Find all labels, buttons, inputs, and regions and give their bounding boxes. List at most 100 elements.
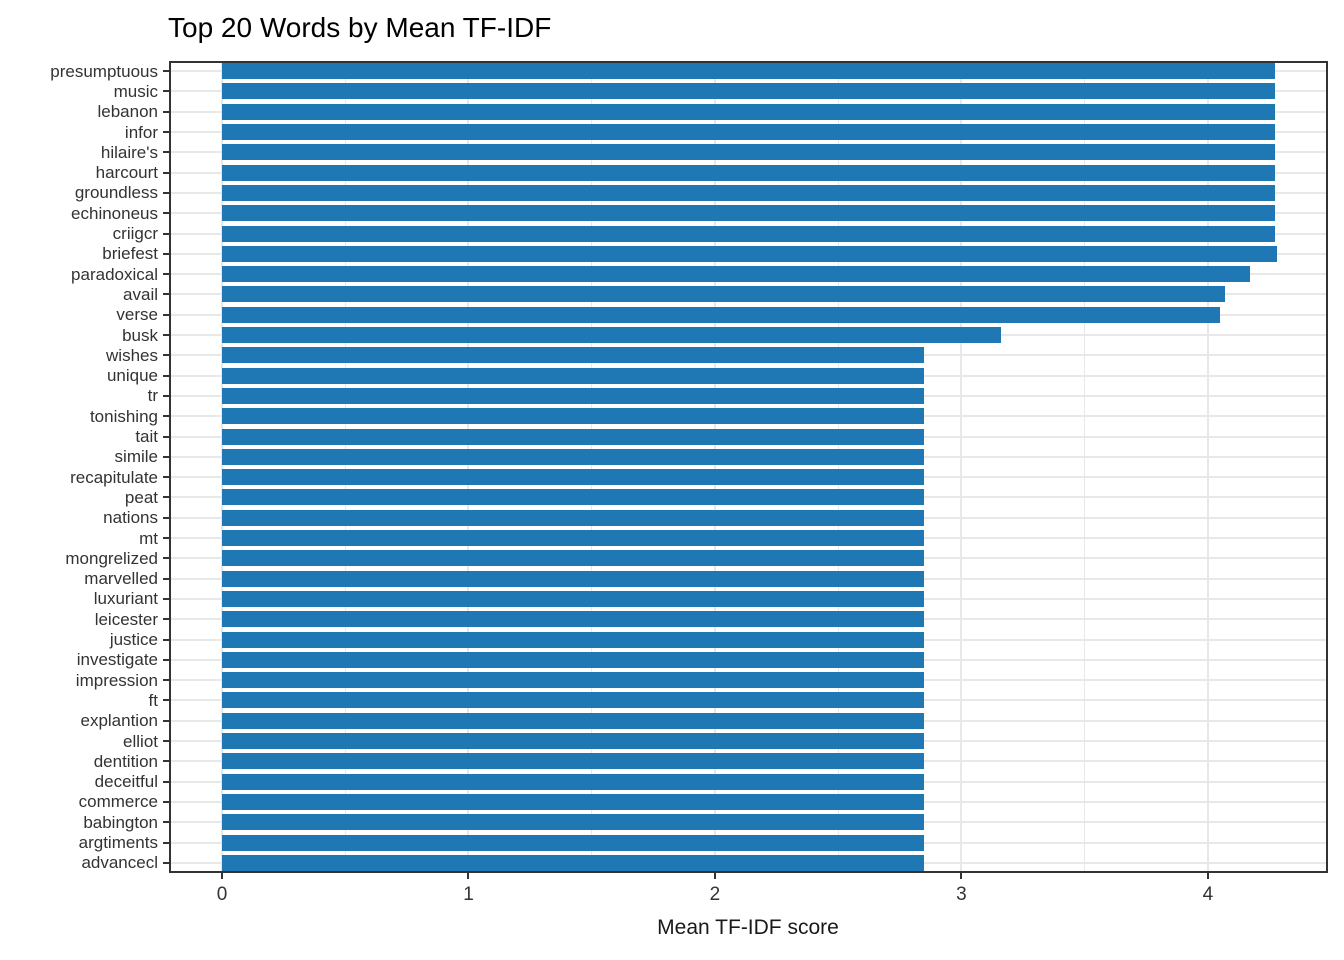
y-tick (163, 415, 169, 418)
bar (221, 184, 1275, 201)
y-tick-label: leicester (94, 609, 158, 629)
bar (221, 367, 925, 384)
y-tick (163, 821, 169, 824)
y-tick (163, 597, 169, 600)
y-tick (163, 516, 169, 519)
y-tick (163, 191, 169, 194)
x-tick-label: 1 (463, 884, 474, 905)
bar (221, 225, 1275, 242)
y-tick-label: tonishing (89, 406, 158, 426)
bar (221, 672, 925, 689)
y-tick (163, 212, 169, 215)
bar (221, 205, 1275, 222)
y-tick-label: wishes (106, 345, 158, 365)
y-tick-label: verse (116, 305, 158, 325)
y-tick (163, 740, 169, 743)
bar (221, 773, 925, 790)
bar (221, 489, 925, 506)
y-tick (163, 638, 169, 641)
bar (221, 469, 925, 486)
y-tick-label: justice (109, 630, 158, 650)
y-tick (163, 780, 169, 783)
y-tick-label: paradoxical (71, 264, 158, 284)
x-tick-label: 0 (216, 884, 228, 905)
y-tick-label: mt (139, 528, 158, 548)
bar (221, 753, 925, 770)
bar (221, 814, 925, 831)
y-tick (163, 90, 169, 93)
y-tick (163, 435, 169, 438)
bar (221, 590, 925, 607)
y-tick-label: commerce (78, 792, 158, 812)
y-tick (163, 151, 169, 154)
y-tick-label: nations (103, 508, 158, 528)
bar (221, 164, 1275, 181)
bar (221, 692, 925, 709)
y-tick-label: argtiments (78, 833, 158, 853)
y-tick (163, 110, 169, 113)
gridline-major-v (960, 61, 963, 873)
y-tick-label: babington (83, 812, 158, 832)
bar (221, 306, 1221, 323)
bar (221, 63, 1275, 80)
y-tick (163, 334, 169, 337)
y-tick (163, 476, 169, 479)
x-tick-label: 2 (709, 884, 721, 905)
y-tick (163, 232, 169, 235)
bar (221, 448, 925, 465)
bar (221, 286, 1226, 303)
bar (221, 103, 1275, 120)
x-tick (467, 873, 470, 879)
bar (221, 144, 1275, 161)
y-tick (163, 273, 169, 276)
y-tick-label: mongrelized (65, 548, 158, 568)
y-tick-label: impression (75, 670, 158, 690)
bar (221, 834, 925, 851)
bar (221, 611, 925, 628)
y-tick (163, 699, 169, 702)
y-tick (163, 394, 169, 397)
y-tick (163, 171, 169, 174)
y-tick (163, 252, 169, 255)
y-tick (163, 557, 169, 560)
x-tick (960, 873, 963, 879)
y-tick-label: lebanon (97, 102, 158, 122)
y-tick-label: dentition (93, 751, 158, 771)
y-tick-label: echinoneus (71, 203, 158, 223)
y-tick-label: recapitulate (70, 467, 158, 487)
bar (221, 712, 925, 729)
y-tick-label: luxuriant (93, 589, 158, 609)
bar (221, 347, 925, 364)
y-tick (163, 313, 169, 316)
bar (221, 124, 1275, 141)
y-tick (163, 618, 169, 621)
bar (221, 509, 925, 526)
gridline-minor-v (1084, 61, 1086, 873)
y-tick-label: music (113, 81, 158, 101)
y-tick-label: presumptuous (50, 61, 158, 81)
chart-title: Top 20 Words by Mean TF-IDF (168, 12, 552, 43)
y-tick-label: deceitful (94, 772, 158, 792)
y-tick (163, 800, 169, 803)
gridline-major-v (220, 61, 223, 873)
bar (221, 428, 925, 445)
plot-panel (169, 61, 1328, 873)
x-tick (713, 873, 716, 879)
bar (221, 530, 925, 547)
bar (221, 266, 1250, 283)
y-tick-label: groundless (74, 183, 158, 203)
y-tick-label: advancecl (81, 853, 158, 873)
gridline-major-v (713, 61, 716, 873)
gridline-minor-v (344, 61, 346, 873)
y-tick-label: briefest (102, 244, 158, 264)
bar (221, 245, 1277, 262)
y-tick-label: tait (135, 427, 158, 447)
y-tick-label: infor (124, 122, 158, 142)
bar (221, 854, 925, 871)
y-tick (163, 70, 169, 73)
y-tick (163, 354, 169, 357)
bar (221, 733, 925, 750)
bar (221, 83, 1275, 100)
gridline-major-v (1206, 61, 1209, 873)
